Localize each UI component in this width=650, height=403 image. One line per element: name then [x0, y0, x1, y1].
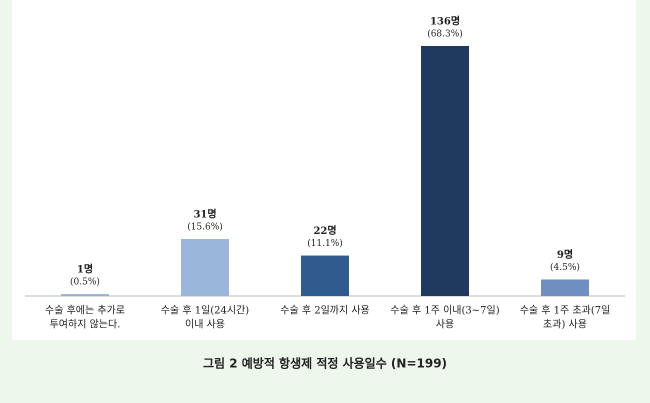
x-tick-label: 사용 — [436, 319, 454, 331]
x-tick-label: 투여하지 않는다. — [50, 318, 121, 331]
x-tick-label: 수술 후에는 추가로 — [45, 305, 125, 317]
percent-label: (0.5%) — [70, 277, 100, 288]
x-tick-label: 수술 후 1주 초과(7일 — [520, 305, 611, 317]
value-label: 136명 — [430, 15, 460, 28]
x-tick-label: 이내 사용 — [185, 319, 225, 331]
bar — [421, 46, 469, 296]
x-tick-label: 수술 후 1일(24시간) — [161, 305, 250, 317]
x-tick-label: 초과) 사용 — [543, 319, 587, 331]
percent-label: (11.1%) — [307, 238, 343, 249]
percent-label: (4.5%) — [550, 262, 580, 273]
percent-label: (68.3%) — [427, 29, 463, 40]
percent-label: (15.6%) — [187, 222, 223, 233]
x-tick-label: 수술 후 1주 이내(3~7일) — [390, 305, 499, 317]
bar — [301, 255, 349, 296]
value-label: 9명 — [557, 248, 573, 261]
value-label: 22명 — [313, 224, 336, 237]
value-label: 31명 — [193, 208, 216, 221]
bar — [541, 279, 589, 296]
bar — [61, 294, 109, 296]
caption: 그림 2 예방적 항생제 적정 사용일수 (N=199) — [203, 356, 447, 371]
x-tick-label: 수술 후 2일까지 사용 — [280, 305, 370, 317]
value-label: 1명 — [77, 263, 93, 276]
bar — [181, 239, 229, 296]
